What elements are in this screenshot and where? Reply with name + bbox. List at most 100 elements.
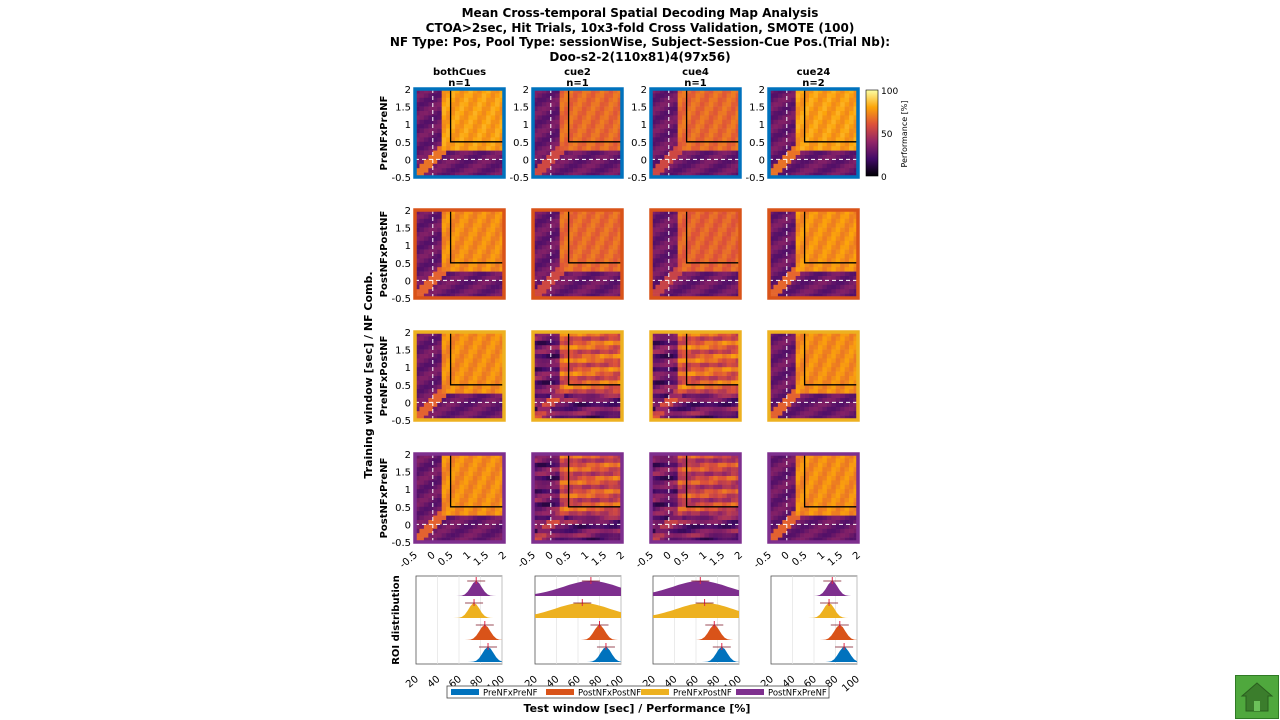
heatmap-cell bbox=[722, 293, 727, 299]
heatmap-cell bbox=[419, 340, 425, 346]
panel-border-PreNFxPostNF bbox=[767, 330, 860, 422]
heatmap-cell bbox=[840, 210, 845, 215]
heatmap-cell bbox=[817, 119, 823, 125]
heatmap-cell bbox=[782, 340, 788, 346]
heatmap-cell bbox=[840, 415, 845, 421]
heatmap-cell bbox=[577, 146, 583, 151]
heatmap-cell bbox=[477, 133, 483, 138]
heatmap-cell bbox=[817, 402, 823, 408]
heatmap-cell bbox=[708, 254, 714, 259]
heatmap-cell bbox=[423, 137, 429, 143]
heatmap-cell bbox=[835, 284, 841, 290]
heatmap-cell bbox=[415, 137, 420, 143]
heatmap-cell bbox=[573, 155, 578, 160]
heatmap-cell bbox=[617, 168, 623, 173]
heatmap-cell bbox=[590, 141, 596, 147]
heatmap-cell bbox=[617, 354, 623, 359]
heatmap-cell bbox=[668, 97, 674, 103]
heatmap-cell bbox=[813, 371, 819, 377]
heatmap-cell bbox=[537, 210, 543, 215]
heatmap-cell bbox=[423, 262, 429, 268]
heatmap-cell bbox=[533, 245, 538, 250]
heatmap-cell bbox=[437, 236, 442, 242]
heatmap-cell bbox=[481, 210, 487, 215]
roi-box-outline bbox=[685, 210, 740, 264]
heatmap-cell bbox=[415, 232, 420, 237]
heatmap-cell bbox=[651, 236, 656, 242]
heatmap-cell bbox=[844, 415, 850, 421]
heatmap-cell bbox=[664, 276, 670, 281]
heatmap-cell bbox=[613, 97, 618, 103]
heatmap-cell bbox=[450, 218, 456, 224]
heatmap-cell bbox=[822, 289, 828, 294]
heatmap-cell bbox=[481, 102, 487, 107]
heatmap-cell bbox=[800, 146, 805, 151]
heatmap-cell bbox=[423, 376, 429, 381]
heatmap-cell bbox=[722, 89, 727, 94]
heatmap-cell bbox=[686, 155, 692, 160]
heatmap-cell bbox=[459, 97, 465, 103]
heatmap-cell bbox=[735, 362, 741, 368]
heatmap-cell bbox=[437, 119, 442, 125]
heatmap-cell bbox=[541, 384, 547, 390]
heatmap-cell bbox=[599, 159, 605, 165]
heatmap-cell bbox=[432, 371, 438, 377]
heatmap-cell bbox=[708, 411, 714, 416]
heatmap-cell bbox=[608, 293, 614, 299]
heatmap-cell bbox=[533, 227, 538, 233]
heatmap-cell bbox=[490, 210, 496, 215]
heatmap-cell bbox=[617, 89, 623, 94]
heatmap-cell bbox=[726, 398, 732, 403]
heatmap-cell bbox=[664, 293, 670, 299]
heatmap-cell bbox=[415, 289, 420, 294]
heatmap-cell bbox=[804, 293, 810, 299]
heatmap-cell bbox=[568, 258, 574, 264]
heatmap-cell bbox=[581, 271, 587, 277]
heatmap-cell bbox=[459, 293, 465, 299]
heatmap-cell bbox=[782, 124, 788, 129]
heatmap-cell bbox=[446, 376, 451, 381]
heatmap-cell bbox=[559, 276, 565, 281]
heatmap-cell bbox=[595, 267, 601, 272]
heatmap-cell bbox=[699, 245, 705, 250]
heatmap-cell bbox=[568, 271, 574, 277]
heatmap-cell bbox=[573, 284, 578, 290]
heatmap-cell bbox=[495, 97, 500, 103]
heatmap-cell bbox=[468, 393, 474, 399]
heatmap-cell bbox=[822, 236, 828, 242]
heatmap-cell bbox=[428, 362, 434, 368]
heatmap-cell bbox=[608, 159, 614, 165]
heatmap-cell bbox=[415, 393, 420, 399]
heatmap-cell bbox=[708, 128, 714, 134]
heatmap-cell bbox=[450, 163, 456, 169]
roi-box-outline bbox=[567, 210, 622, 264]
heatmap-cell bbox=[844, 271, 850, 277]
heatmap-cell bbox=[769, 384, 774, 390]
heatmap-cell bbox=[853, 406, 859, 412]
heatmap-cell bbox=[486, 336, 491, 342]
heatmap-cell bbox=[546, 354, 552, 359]
heatmap-cell bbox=[659, 332, 665, 337]
heatmap-cell bbox=[853, 155, 859, 160]
heatmap-cell bbox=[495, 254, 500, 259]
heatmap-cell bbox=[564, 245, 569, 250]
heatmap-cell bbox=[541, 214, 547, 220]
heatmap-cell bbox=[490, 358, 496, 364]
heatmap-cell bbox=[472, 406, 478, 412]
heatmap-cell bbox=[472, 115, 478, 121]
heatmap-cell bbox=[613, 133, 618, 138]
heatmap-cell bbox=[735, 128, 741, 134]
heatmap-cell bbox=[477, 102, 483, 107]
heatmap-cell bbox=[713, 276, 719, 281]
heatmap-cell bbox=[795, 398, 801, 403]
heatmap-cell bbox=[595, 172, 601, 178]
heatmap-cell bbox=[813, 254, 819, 259]
heatmap-cell bbox=[577, 137, 583, 143]
heatmap-cell bbox=[477, 150, 483, 156]
heatmap-cell bbox=[844, 102, 850, 107]
heatmap-cell bbox=[437, 276, 442, 281]
heatmap-cell bbox=[835, 389, 841, 394]
heatmap-cell bbox=[822, 232, 828, 237]
heatmap-cell bbox=[472, 223, 478, 228]
heatmap-cell bbox=[608, 354, 614, 359]
